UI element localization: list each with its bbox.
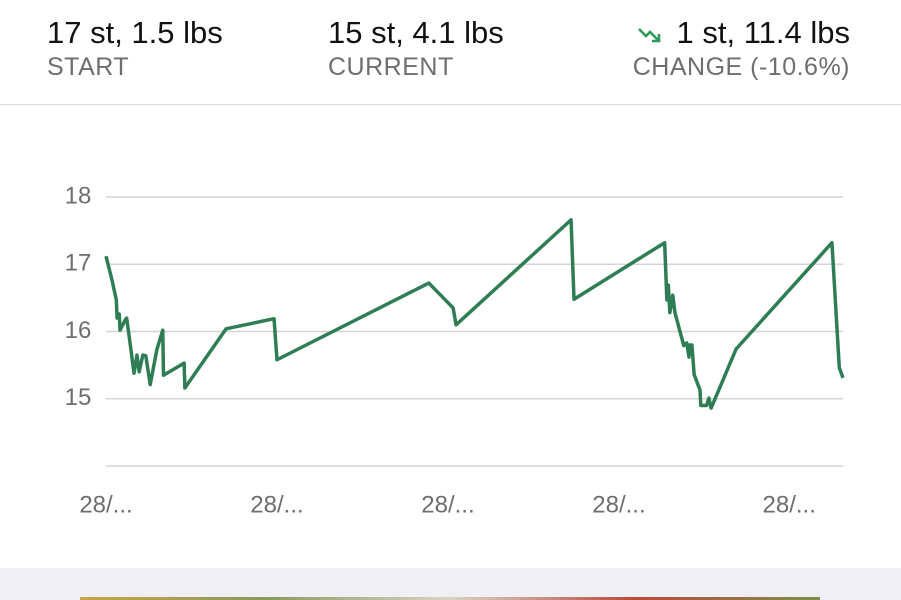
image-strip	[80, 597, 820, 600]
change-value-row: 1 st, 11.4 lbs	[610, 14, 850, 52]
footer	[0, 568, 901, 600]
x-tick-label: 28/...	[250, 491, 303, 518]
start-value: 17 st, 1.5 lbs	[47, 15, 223, 50]
y-tick-label: 16	[65, 317, 92, 344]
chart: 15 16 17 18 28/... 28/... 28/... 28/... 28/...	[65, 182, 845, 518]
x-tick-label: 28/...	[763, 491, 816, 518]
change-value: 1 st, 11.4 lbs	[676, 15, 850, 50]
start-stat: 17 st, 1.5 lbs START	[47, 14, 223, 82]
y-tick-label: 17	[65, 250, 92, 277]
divider	[0, 104, 901, 105]
x-tick-label: 28/...	[79, 491, 132, 518]
start-label: START	[47, 53, 130, 81]
change-stat: 1 st, 11.4 lbs CHANGE (-10.6%)	[610, 14, 850, 82]
change-label: CHANGE (-10.6%)	[632, 53, 850, 81]
x-tick-label: 28/...	[592, 491, 645, 518]
x-tick-label: 28/...	[421, 491, 474, 518]
trend-down-icon	[637, 27, 660, 43]
current-value: 15 st, 4.1 lbs	[328, 15, 504, 50]
current-stat: 15 st, 4.1 lbs CURRENT	[328, 14, 504, 82]
y-tick-label: 18	[65, 182, 92, 209]
weight-line	[104, 218, 845, 410]
current-label: CURRENT	[328, 53, 454, 81]
y-tick-label: 15	[65, 384, 92, 411]
